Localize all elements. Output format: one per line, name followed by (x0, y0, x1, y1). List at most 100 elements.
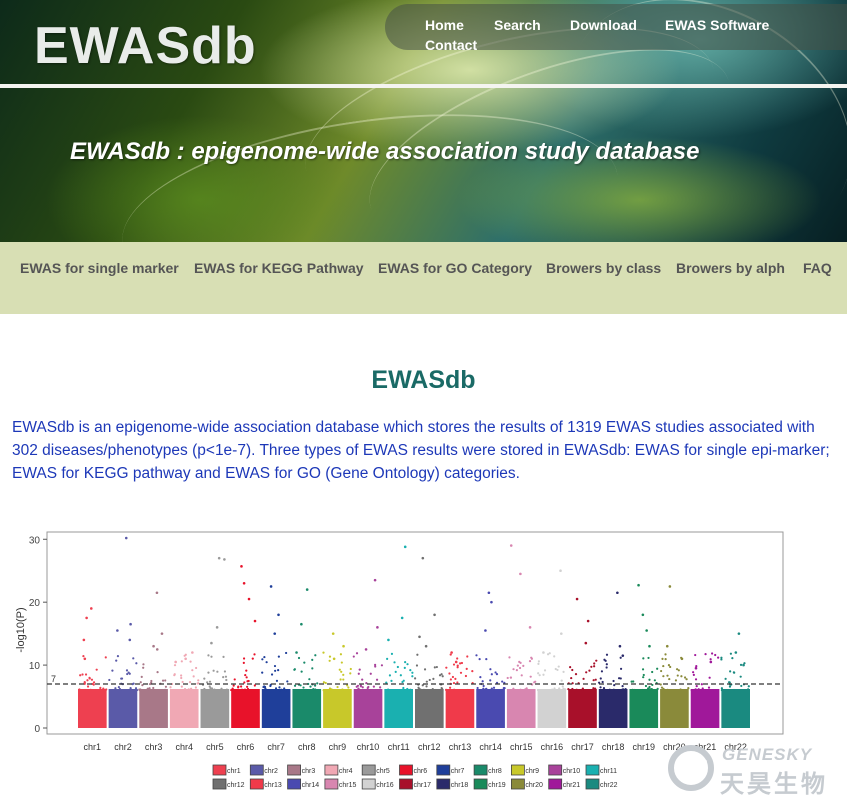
legend-label: chr7 (451, 768, 465, 775)
data-point (479, 675, 482, 679)
x-tick-label: chr9 (329, 742, 347, 752)
data-point (164, 685, 168, 688)
nav-ewas-software[interactable]: EWAS Software (665, 17, 770, 33)
data-point (664, 658, 667, 661)
legend-label: chr16 (376, 782, 394, 789)
data-point (83, 681, 86, 685)
x-tick-label: chr7 (267, 742, 285, 752)
data-point (569, 666, 572, 669)
data-point (322, 689, 325, 692)
data-point (660, 669, 663, 673)
peak-point (174, 660, 177, 664)
data-point (444, 688, 448, 691)
data-point (404, 688, 407, 692)
x-tick-label: chr3 (145, 742, 163, 752)
data-point (103, 689, 106, 692)
peak-point (82, 638, 86, 642)
data-point (642, 673, 645, 677)
nav-download[interactable]: Download (570, 17, 637, 33)
data-point (631, 688, 634, 691)
data-point (187, 688, 190, 691)
legend-swatch (287, 778, 302, 790)
subnav-browse-class[interactable]: Browers by class (546, 260, 662, 276)
peak-point (217, 556, 221, 560)
chromosome-block (568, 688, 597, 728)
x-tick-label: chr8 (298, 742, 316, 752)
data-point (452, 663, 456, 666)
subnav-single-marker[interactable]: EWAS for single marker (20, 260, 179, 276)
data-point (739, 689, 742, 692)
data-point (494, 671, 497, 674)
nav-contact[interactable]: Contact (425, 37, 478, 53)
data-point (729, 670, 732, 673)
subnav-go-category[interactable]: EWAS for GO Category (378, 260, 533, 276)
data-point (273, 664, 277, 668)
legend-swatch (436, 764, 451, 776)
peak-point (295, 651, 298, 654)
subnav-kegg-pathway[interactable]: EWAS for KEGG Pathway (194, 260, 364, 276)
data-point (456, 681, 459, 684)
nav-home[interactable]: Home (425, 17, 464, 33)
data-point (726, 689, 729, 692)
peak-point (184, 657, 187, 661)
chromosome-block (108, 688, 138, 728)
subnav-browse-alph[interactable]: Browers by alph (676, 260, 785, 276)
data-point (563, 689, 566, 692)
data-point (316, 682, 319, 685)
data-point (232, 684, 235, 687)
data-point (556, 668, 559, 672)
data-point (656, 667, 659, 670)
y-tick-label: 0 (34, 724, 40, 735)
data-point (647, 656, 650, 660)
data-point (492, 686, 496, 689)
data-point (551, 688, 554, 691)
data-point (343, 689, 346, 692)
data-point (375, 678, 379, 681)
data-point (428, 678, 431, 682)
data-point (393, 661, 396, 664)
data-point (242, 657, 246, 660)
data-point (456, 664, 459, 667)
peak-point (645, 629, 648, 632)
legend-label: chr3 (302, 768, 316, 775)
legend-swatch (473, 778, 488, 790)
site-logo[interactable]: EWASdb (34, 17, 257, 75)
data-point (650, 689, 653, 692)
header-banner: EWASdb Home Search Download EWAS Softwar… (0, 0, 847, 242)
data-point (194, 686, 198, 689)
legend-label: chr13 (264, 782, 282, 789)
data-point (732, 671, 735, 674)
chromosome-block (415, 688, 444, 728)
data-point (349, 672, 352, 675)
peak-point (509, 544, 513, 547)
data-point (105, 688, 108, 691)
data-point (336, 685, 339, 689)
data-point (357, 672, 360, 675)
nav-search[interactable]: Search (494, 17, 541, 33)
data-point (489, 668, 492, 671)
x-tick-label: chr15 (510, 742, 533, 752)
chromosome-block (384, 688, 413, 728)
data-point (594, 678, 597, 681)
data-point (571, 682, 574, 685)
data-point (311, 667, 314, 670)
chromosome-block (721, 688, 750, 728)
data-point (111, 689, 115, 692)
legend-swatch (436, 778, 451, 790)
data-point (678, 688, 682, 692)
data-point (380, 664, 384, 667)
data-point (662, 687, 665, 691)
subnav-faq[interactable]: FAQ (803, 260, 832, 276)
peak-point (734, 651, 738, 654)
x-tick-label: chr2 (114, 742, 132, 752)
data-point (313, 684, 317, 687)
data-point (602, 686, 606, 690)
peak-point (269, 585, 273, 588)
data-point (594, 687, 597, 690)
data-point (451, 675, 455, 679)
data-point (714, 653, 717, 657)
data-point (86, 685, 90, 688)
data-point (558, 688, 561, 691)
legend-label: chr10 (563, 768, 581, 775)
data-point (390, 652, 394, 655)
